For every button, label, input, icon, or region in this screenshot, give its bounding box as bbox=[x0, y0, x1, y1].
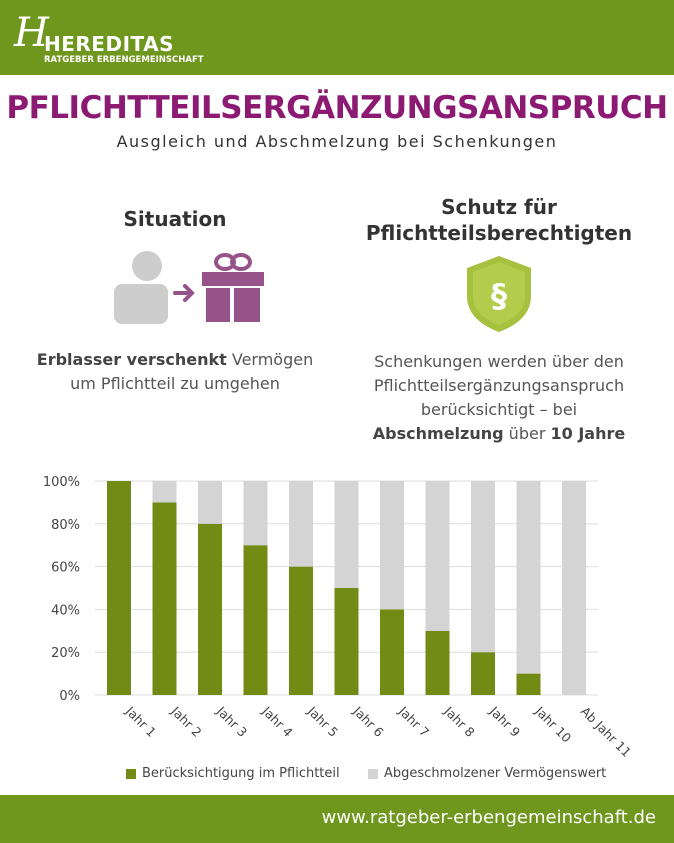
bar-abgeschmolzen bbox=[243, 481, 268, 546]
x-tick-label: Jahr 2 bbox=[168, 703, 205, 740]
x-tick-label: Jahr 4 bbox=[259, 703, 296, 740]
y-tick-label: 20% bbox=[51, 646, 80, 661]
bar-pflichtteil bbox=[198, 523, 222, 695]
logo-mark: H bbox=[14, 10, 49, 56]
legend-item-series-2: Abgeschmolzener Vermögenswert bbox=[368, 766, 606, 781]
situation-bold: Erblasser verschenkt bbox=[36, 350, 227, 369]
bar-pflichtteil bbox=[425, 630, 450, 695]
y-tick-label: 40% bbox=[51, 603, 80, 618]
bar-abgeschmolzen bbox=[380, 481, 404, 610]
x-tick-label: Jahr 7 bbox=[395, 703, 432, 740]
header: H HEREDITAS RATGEBER ERBENGEMEINSCHAFT bbox=[0, 0, 674, 75]
x-tick-label: Jahr 5 bbox=[304, 703, 341, 740]
bar-abgeschmolzen bbox=[516, 481, 541, 674]
bar-abgeschmolzen bbox=[152, 481, 177, 503]
legend-swatch bbox=[368, 768, 378, 779]
gift-icon bbox=[202, 253, 264, 322]
donor-gift-icon bbox=[114, 251, 264, 324]
svg-text:§: § bbox=[491, 277, 507, 315]
bar-pflichtteil bbox=[334, 588, 359, 695]
footer-url[interactable]: www.ratgeber-erbengemeinschaft.de bbox=[321, 807, 656, 828]
y-tick-label: 0% bbox=[59, 689, 80, 704]
bar-pflichtteil bbox=[516, 673, 541, 695]
person-icon bbox=[114, 251, 168, 324]
page-title: PFLICHTTEILSERGÄNZUNGSANSPRUCH bbox=[6, 90, 668, 126]
bar-pflichtteil bbox=[380, 609, 404, 695]
page-subtitle: Ausgleich und Abschmelzung bei Schenkung… bbox=[116, 132, 558, 151]
x-tick-label: Jahr 3 bbox=[213, 703, 250, 740]
x-tick-label: Jahr 10 bbox=[532, 703, 575, 746]
logo-name: HEREDITAS bbox=[44, 32, 174, 56]
schutz-heading: Schutz für Pflichtteilsberechtigten bbox=[365, 195, 633, 245]
bar-abgeschmolzen bbox=[198, 481, 222, 524]
footer: www.ratgeber-erbengemeinschaft.de bbox=[0, 795, 674, 843]
y-tick-label: 80% bbox=[51, 518, 80, 533]
bar-pflichtteil bbox=[152, 502, 177, 695]
situation-text: Vermögen bbox=[226, 350, 314, 369]
bar-abgeschmolzen bbox=[562, 481, 586, 695]
situation-text-2: um Pflichtteil zu umgehen bbox=[70, 374, 280, 393]
legend-item-series-1: Berücksichtigung im Pflichtteil bbox=[126, 766, 340, 781]
bar-pflichtteil bbox=[243, 545, 268, 695]
y-tick-label: 100% bbox=[43, 475, 80, 490]
x-tick-label: Ab Jahr 11 bbox=[578, 704, 634, 760]
x-tick-label: Jahr 9 bbox=[486, 703, 523, 740]
x-tick-label: Jahr 6 bbox=[350, 703, 387, 740]
x-tick-label: Jahr 1 bbox=[122, 703, 159, 740]
bar-pflichtteil bbox=[107, 481, 131, 695]
bar-abgeschmolzen bbox=[471, 481, 495, 653]
bar-pflichtteil bbox=[471, 652, 495, 695]
logo-subtitle: RATGEBER ERBENGEMEINSCHAFT bbox=[44, 55, 204, 65]
y-tick-label: 60% bbox=[51, 561, 80, 576]
legend-swatch bbox=[126, 768, 136, 779]
bar-pflichtteil bbox=[289, 566, 313, 695]
schutz-section: Schutz für Pflichtteilsberechtigten § Sch… bbox=[349, 194, 649, 446]
situation-section: Situation Erblasser verschenkt Vermögen u… bbox=[25, 206, 325, 396]
situation-heading: Situation bbox=[123, 207, 227, 231]
bar-abgeschmolzen bbox=[289, 481, 313, 567]
shield-paragraph-icon: § bbox=[467, 256, 531, 332]
arrow-icon bbox=[173, 284, 195, 302]
bar-abgeschmolzen bbox=[425, 481, 450, 631]
x-tick-label: Jahr 8 bbox=[441, 703, 478, 740]
bar-abgeschmolzen bbox=[334, 481, 359, 588]
